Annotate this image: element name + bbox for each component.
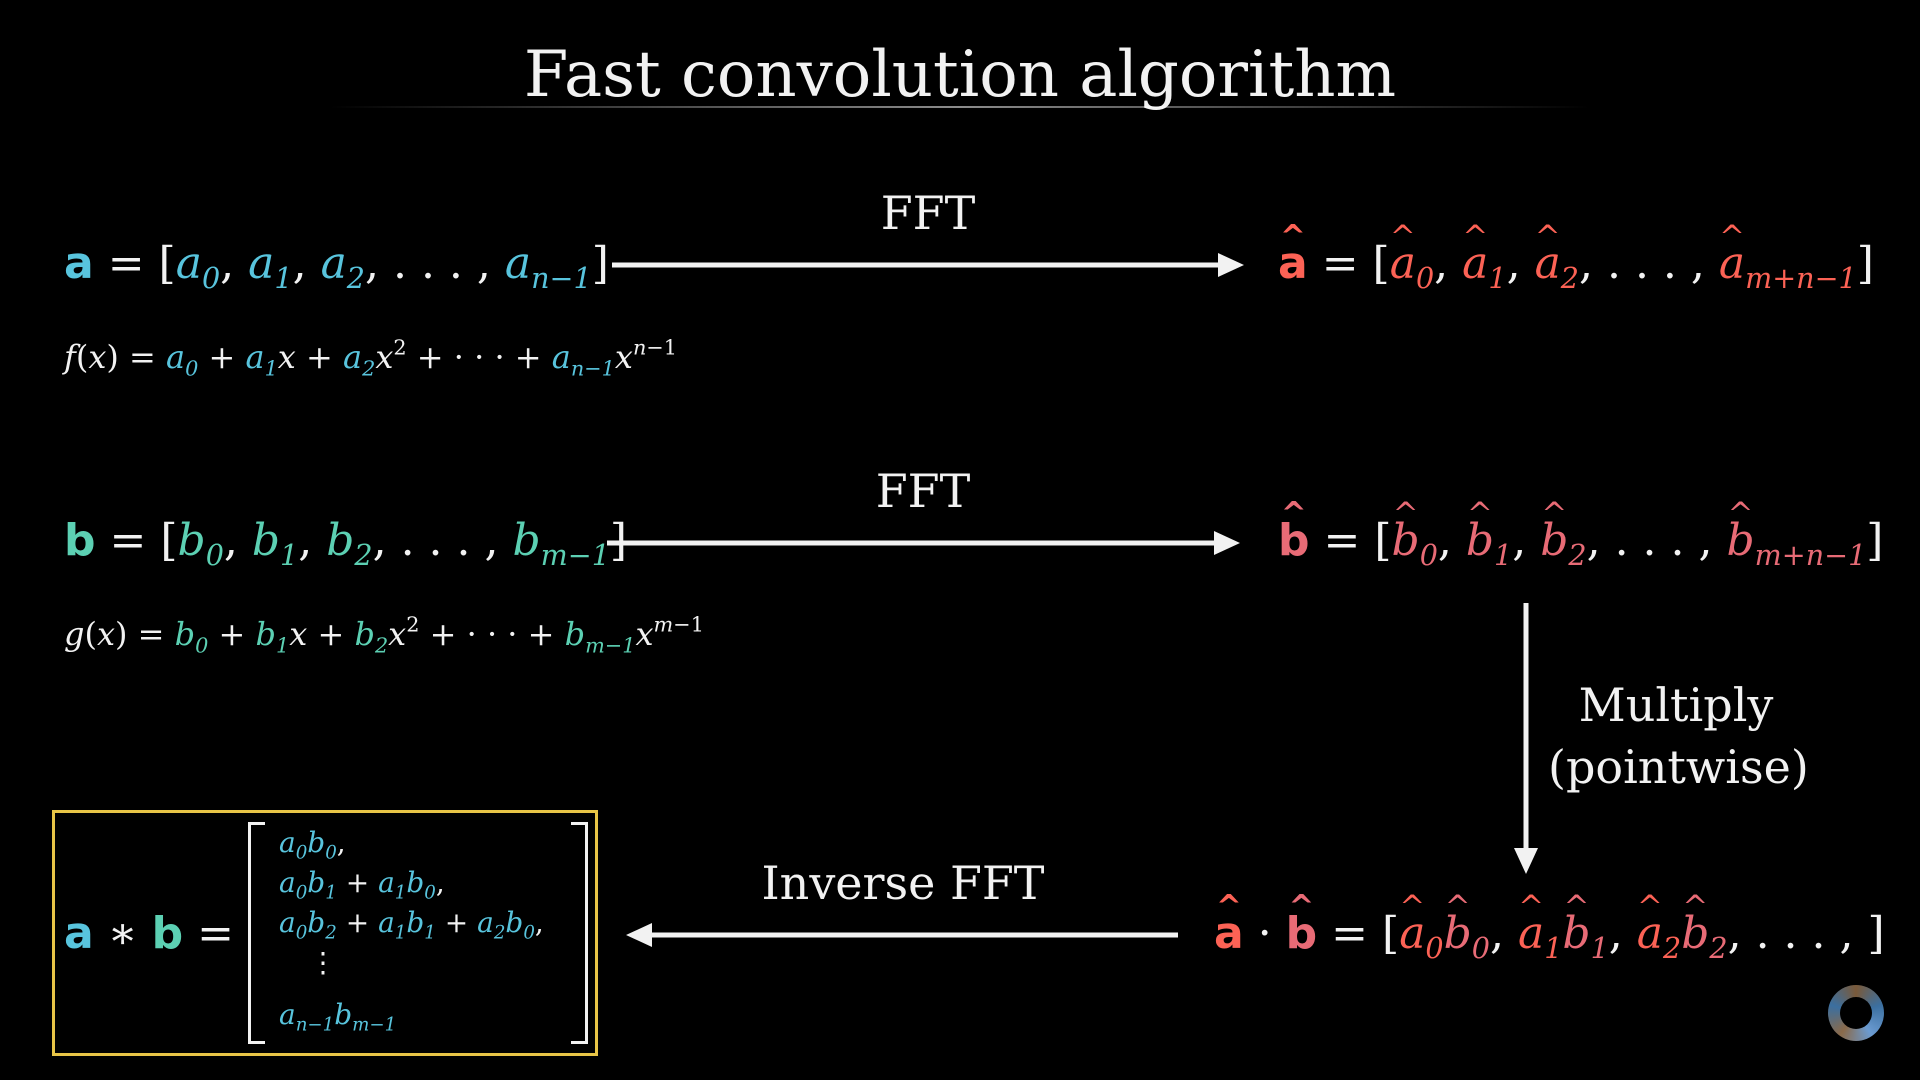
title-underline: [330, 106, 1590, 108]
a-hat-equation: a = [a0, a1, a2, . . . , am+n−1]: [1278, 219, 1874, 292]
a-vector-equation: a = [a0, a1, a2, . . . , an−1]: [64, 238, 609, 295]
multiply-label: Multiply (pointwise): [1548, 674, 1809, 798]
matrix-row-last: an−1bm−1: [279, 998, 397, 1036]
b-hat-equation: b = [b0, b1, b2, . . . , bm+n−1]: [1278, 496, 1883, 569]
inverse-fft-arrow: [626, 923, 1178, 947]
matrix-row-1: a0b1 + a1b0,: [279, 866, 445, 904]
multiply-label-line2: (pointwise): [1548, 740, 1809, 794]
g-polynomial: g(x) = b0 + b1x + b2x2 + · · · + bm−1xm−…: [64, 612, 704, 658]
multiply-arrow: [1514, 603, 1538, 874]
f-polynomial: f(x) = a0 + a1x + a2x2 + · · · + an−1xn−…: [64, 335, 678, 381]
fft-arrow-top: [612, 253, 1244, 277]
matrix-row-0: a0b0,: [279, 826, 346, 864]
b-vector-equation: b = [b0, b1, b2, . . . , bm−1]: [64, 515, 627, 572]
fft-label-top: FFT: [880, 186, 976, 240]
product-equation: a · b = [a0b0, a1b1, a2b2, . . . , ]: [1214, 889, 1885, 962]
matrix-row-ellipsis: ⋮: [309, 946, 337, 979]
page-title: Fast convolution algorithm: [523, 38, 1397, 112]
fft-label-mid: FFT: [875, 464, 971, 518]
inverse-fft-label: Inverse FFT: [761, 856, 1045, 910]
fft-arrow-mid: [607, 531, 1240, 555]
convolution-lhs: a ∗ b =: [64, 908, 234, 959]
multiply-label-line1: Multiply: [1578, 678, 1774, 732]
result-box: [52, 810, 598, 1056]
matrix-row-2: a0b2 + a1b1 + a2b0,: [279, 906, 544, 944]
3b1b-logo-icon: [1828, 985, 1884, 1041]
convolution-matrix: a0b0, a0b1 + a1b0, a0b2 + a1b1 + a2b0, ⋮…: [248, 822, 588, 1044]
